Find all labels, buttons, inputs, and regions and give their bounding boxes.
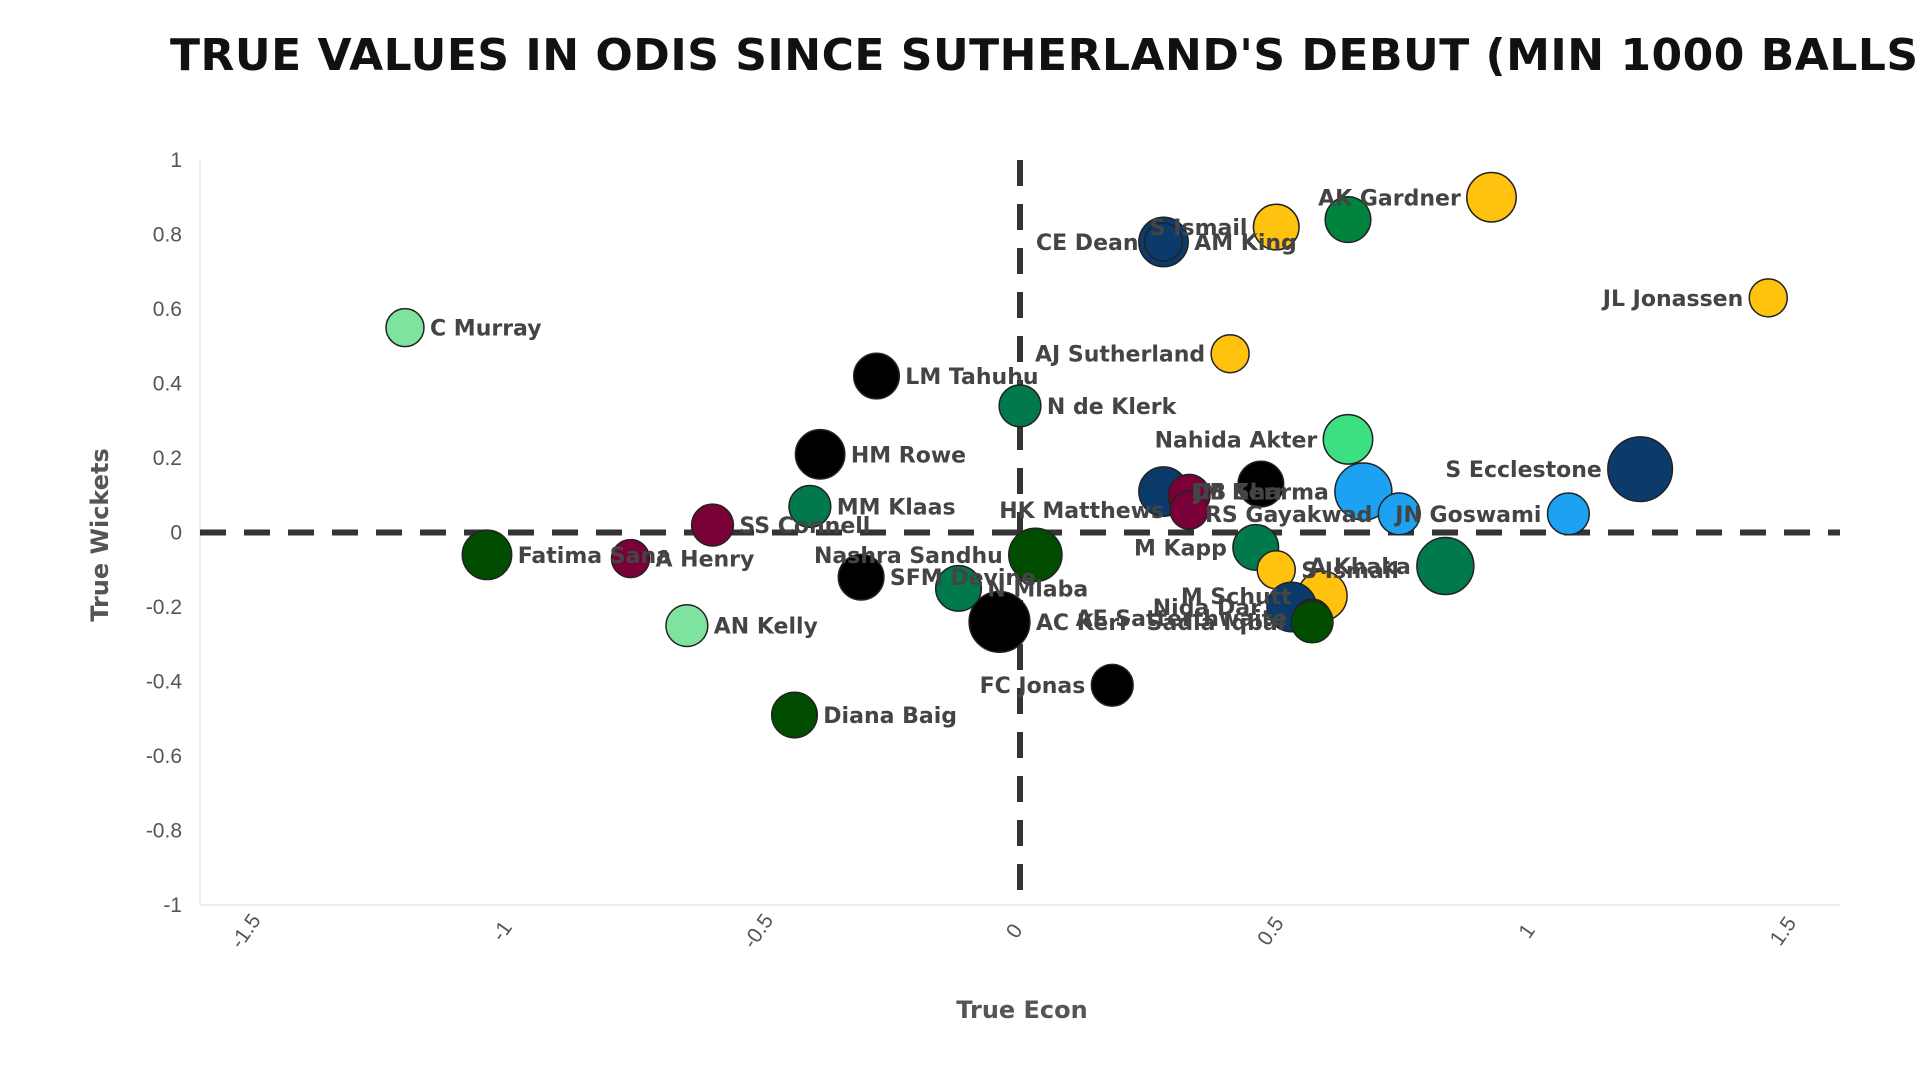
scatter-point [1334, 462, 1393, 521]
y-axis-title: True Wickets [86, 448, 114, 622]
y-tick-label: 0.6 [153, 298, 182, 321]
scatter-point [1252, 203, 1300, 251]
point-label: AM King [1194, 231, 1297, 256]
scatter-point [1090, 663, 1134, 707]
scatter-point [998, 384, 1042, 428]
point-label: SFM Devine [890, 566, 1036, 591]
point-label: M Schutt [1181, 585, 1292, 610]
point-label: JN Goswami [1393, 503, 1541, 528]
y-tick-label: -0.2 [146, 596, 182, 619]
x-tick-label: -0.5 [739, 910, 779, 953]
x-tick-label: -1 [487, 917, 517, 946]
scatter-point [665, 603, 709, 648]
scatter-point [1237, 460, 1285, 508]
y-tick-label: 0.2 [153, 447, 182, 470]
scatter-point [1748, 278, 1788, 318]
point-label: CE Dean [1036, 231, 1139, 256]
point-label: Fatima Sana [518, 544, 671, 569]
scatter-point [852, 352, 901, 400]
y-tick-label: -0.6 [146, 745, 182, 768]
point-label: AJ Sutherland [1035, 343, 1205, 368]
scatter-point [385, 307, 425, 348]
scatter-point [690, 503, 735, 547]
point-label: S Ecclestone [1445, 458, 1601, 483]
point-label: A Khaka [1309, 555, 1411, 580]
y-tick-label: -0.8 [146, 820, 182, 843]
point-label: HK Matthews [999, 499, 1164, 524]
point-label: JL Jonassen [1601, 287, 1743, 312]
point-label: Diana Baig [823, 704, 957, 729]
point-label: AE Satterthwaite [1076, 607, 1288, 632]
scatter-point [794, 428, 846, 480]
point-label: RS Gayakwad [1205, 503, 1372, 528]
point-label: HM Rowe [851, 443, 966, 468]
data-points [385, 171, 1788, 739]
point-label: AC Kerr [1036, 611, 1130, 636]
scatter-point [968, 590, 1031, 654]
point-label: Sadia Iqbal [1147, 611, 1286, 636]
scatter-point [1416, 536, 1475, 596]
chart-title: TRUE VALUES IN ODIS SINCE SUTHERLAND'S D… [170, 30, 1920, 81]
y-tick-label: 0.4 [153, 373, 183, 396]
scatter-point [1607, 436, 1674, 503]
x-tick-label: 1 [1514, 920, 1540, 943]
scatter-point [1324, 196, 1372, 244]
x-axis-title: True Econ [956, 996, 1087, 1024]
point-label: S Ismail [1150, 216, 1248, 241]
x-tick-label: 0 [1002, 920, 1028, 943]
scatter-point [1169, 490, 1209, 530]
x-tick-label: 1.5 [1766, 913, 1802, 950]
y-tick-label: 0 [170, 522, 182, 545]
point-label: AN Kelly [714, 615, 818, 640]
scatter-point [770, 691, 819, 739]
scatter-point [1008, 527, 1063, 583]
point-label: DB Sharma [1191, 481, 1329, 506]
point-label: SS Connell [739, 514, 870, 539]
scatter-point [837, 553, 885, 601]
scatter-point [1143, 222, 1184, 262]
point-label: AK Gardner [1318, 186, 1461, 211]
y-tick-label: 1 [170, 149, 182, 172]
y-tick-label: -1 [163, 894, 182, 917]
point-label: MM Klaas [837, 495, 956, 520]
scatter-point [1290, 600, 1334, 644]
scatter-point [1546, 492, 1591, 536]
scatter-point [788, 484, 832, 529]
point-label: S Ismail [1301, 559, 1399, 584]
point-label: Nashra Sandhu [814, 544, 1003, 569]
scatter-point [1322, 413, 1374, 465]
point-label: Nida Dar [1153, 596, 1261, 621]
point-label: LM Tahuhu [905, 365, 1038, 390]
point-label: M Kapp [1134, 536, 1227, 561]
point-label: N de Klerk [1047, 395, 1178, 420]
y-tick-label: 0.8 [153, 224, 182, 247]
point-label: JM Kerr [1192, 481, 1285, 506]
x-tick-label: 0.5 [1253, 913, 1289, 950]
scatter-point [1466, 171, 1517, 223]
point-label: N Mlaba [987, 577, 1088, 602]
point-label: Nahida Akter [1155, 428, 1318, 453]
x-tick-label: -1.5 [226, 910, 266, 953]
scatter-point [934, 564, 983, 612]
scatter-point [461, 529, 513, 581]
scatter-point [1210, 333, 1250, 374]
point-label: C Murray [430, 317, 542, 342]
scatter-point [610, 538, 651, 579]
y-tick-label: -0.4 [146, 671, 183, 694]
point-label: FC Jonas [980, 674, 1086, 699]
point-label: A Henry [656, 548, 755, 573]
scatter-point [1377, 492, 1421, 536]
